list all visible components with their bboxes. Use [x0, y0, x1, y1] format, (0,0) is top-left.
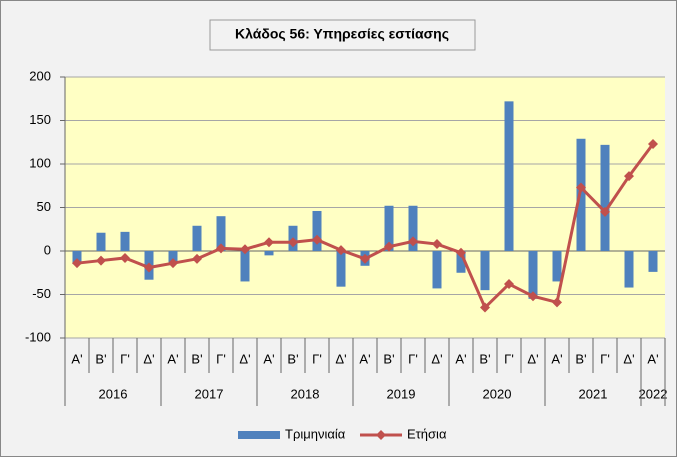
x-tick-label: Α': [71, 351, 82, 366]
x-group-label: 2022: [639, 386, 668, 401]
bar: [240, 251, 250, 282]
x-tick-label: Β': [287, 351, 298, 366]
x-tick-label: Γ': [312, 351, 322, 366]
legend-label: Τριμηνιαία: [285, 426, 346, 441]
bar: [72, 251, 82, 265]
marker: [336, 245, 346, 256]
bar: [600, 144, 610, 251]
marker: [240, 244, 250, 255]
x-tick-label: Α': [167, 351, 178, 366]
x-tick-label: Δ': [527, 351, 538, 366]
x-tick-label: Δ': [431, 351, 442, 366]
bar: [480, 251, 490, 291]
y-tick-label: 200: [29, 68, 51, 83]
x-tick-label: Β': [95, 351, 106, 366]
x-tick-label: Α': [359, 351, 370, 366]
bar: [408, 205, 418, 251]
marker: [120, 252, 130, 263]
chart-title: Κλάδος 56: Υπηρεσίες εστίασης: [235, 26, 449, 42]
bar: [120, 231, 130, 251]
x-tick-label: Α': [455, 351, 466, 366]
bar: [384, 205, 394, 251]
marker: [432, 239, 442, 250]
x-group-label: 2016: [99, 386, 128, 401]
title-box: [209, 19, 476, 51]
marker: [384, 241, 394, 252]
marker: [576, 182, 586, 193]
marker: [288, 237, 298, 248]
legend-label: Ετήσια: [407, 426, 447, 441]
marker: [144, 262, 154, 273]
marker: [312, 234, 322, 245]
y-tick-label: 0: [44, 242, 51, 257]
x-tick-label: Δ': [143, 351, 154, 366]
marker: [408, 236, 418, 247]
x-group-label: 2017: [195, 386, 224, 401]
x-group-label: 2021: [579, 386, 608, 401]
x-tick-label: Α': [647, 351, 658, 366]
x-tick-label: Γ': [120, 351, 130, 366]
bar: [456, 251, 466, 273]
x-tick-label: Δ': [239, 351, 250, 366]
marker: [456, 247, 466, 258]
y-tick-label: 150: [29, 112, 51, 127]
x-tick-label: Δ': [335, 351, 346, 366]
bar: [192, 225, 202, 251]
x-tick-label: Γ': [600, 351, 610, 366]
marker: [96, 255, 106, 266]
y-tick-label: 100: [29, 155, 51, 170]
marker: [72, 258, 82, 269]
x-tick-label: Α': [551, 351, 562, 366]
marker: [264, 237, 274, 248]
marker: [648, 138, 658, 149]
marker: [528, 291, 538, 302]
x-tick-label: Γ': [216, 351, 226, 366]
bar: [312, 210, 322, 251]
x-group-label: 2020: [483, 386, 512, 401]
x-group-label: 2019: [387, 386, 416, 401]
bar: [504, 101, 514, 251]
bar: [336, 251, 346, 287]
marker: [216, 243, 226, 254]
bar: [648, 251, 658, 272]
bar: [552, 251, 562, 282]
marker: [600, 206, 610, 217]
bar: [216, 216, 226, 251]
marker: [480, 302, 490, 313]
marker: [360, 253, 370, 264]
x-group-label: 2018: [291, 386, 320, 401]
bar: [528, 251, 538, 299]
bar: [432, 251, 442, 289]
x-tick-label: Δ': [623, 351, 634, 366]
y-tick-label: 50: [37, 199, 51, 214]
bar: [96, 232, 106, 251]
bar: [168, 251, 178, 263]
y-tick-label: -100: [25, 329, 51, 344]
x-tick-label: Α': [263, 351, 274, 366]
marker: [168, 258, 178, 269]
marker: [504, 279, 514, 290]
legend-marker: [376, 430, 386, 440]
marker: [552, 297, 562, 308]
bar: [624, 251, 634, 288]
x-tick-label: Β': [479, 351, 490, 366]
x-tick-label: Γ': [408, 351, 418, 366]
x-tick-label: Γ': [504, 351, 514, 366]
x-tick-label: Β': [383, 351, 394, 366]
marker: [624, 171, 634, 182]
legend-swatch: [238, 431, 280, 439]
y-tick-label: -50: [32, 286, 51, 301]
marker: [192, 253, 202, 264]
bar: [576, 138, 586, 251]
x-tick-label: Β': [191, 351, 202, 366]
x-tick-label: Β': [575, 351, 586, 366]
bar: [264, 251, 274, 256]
